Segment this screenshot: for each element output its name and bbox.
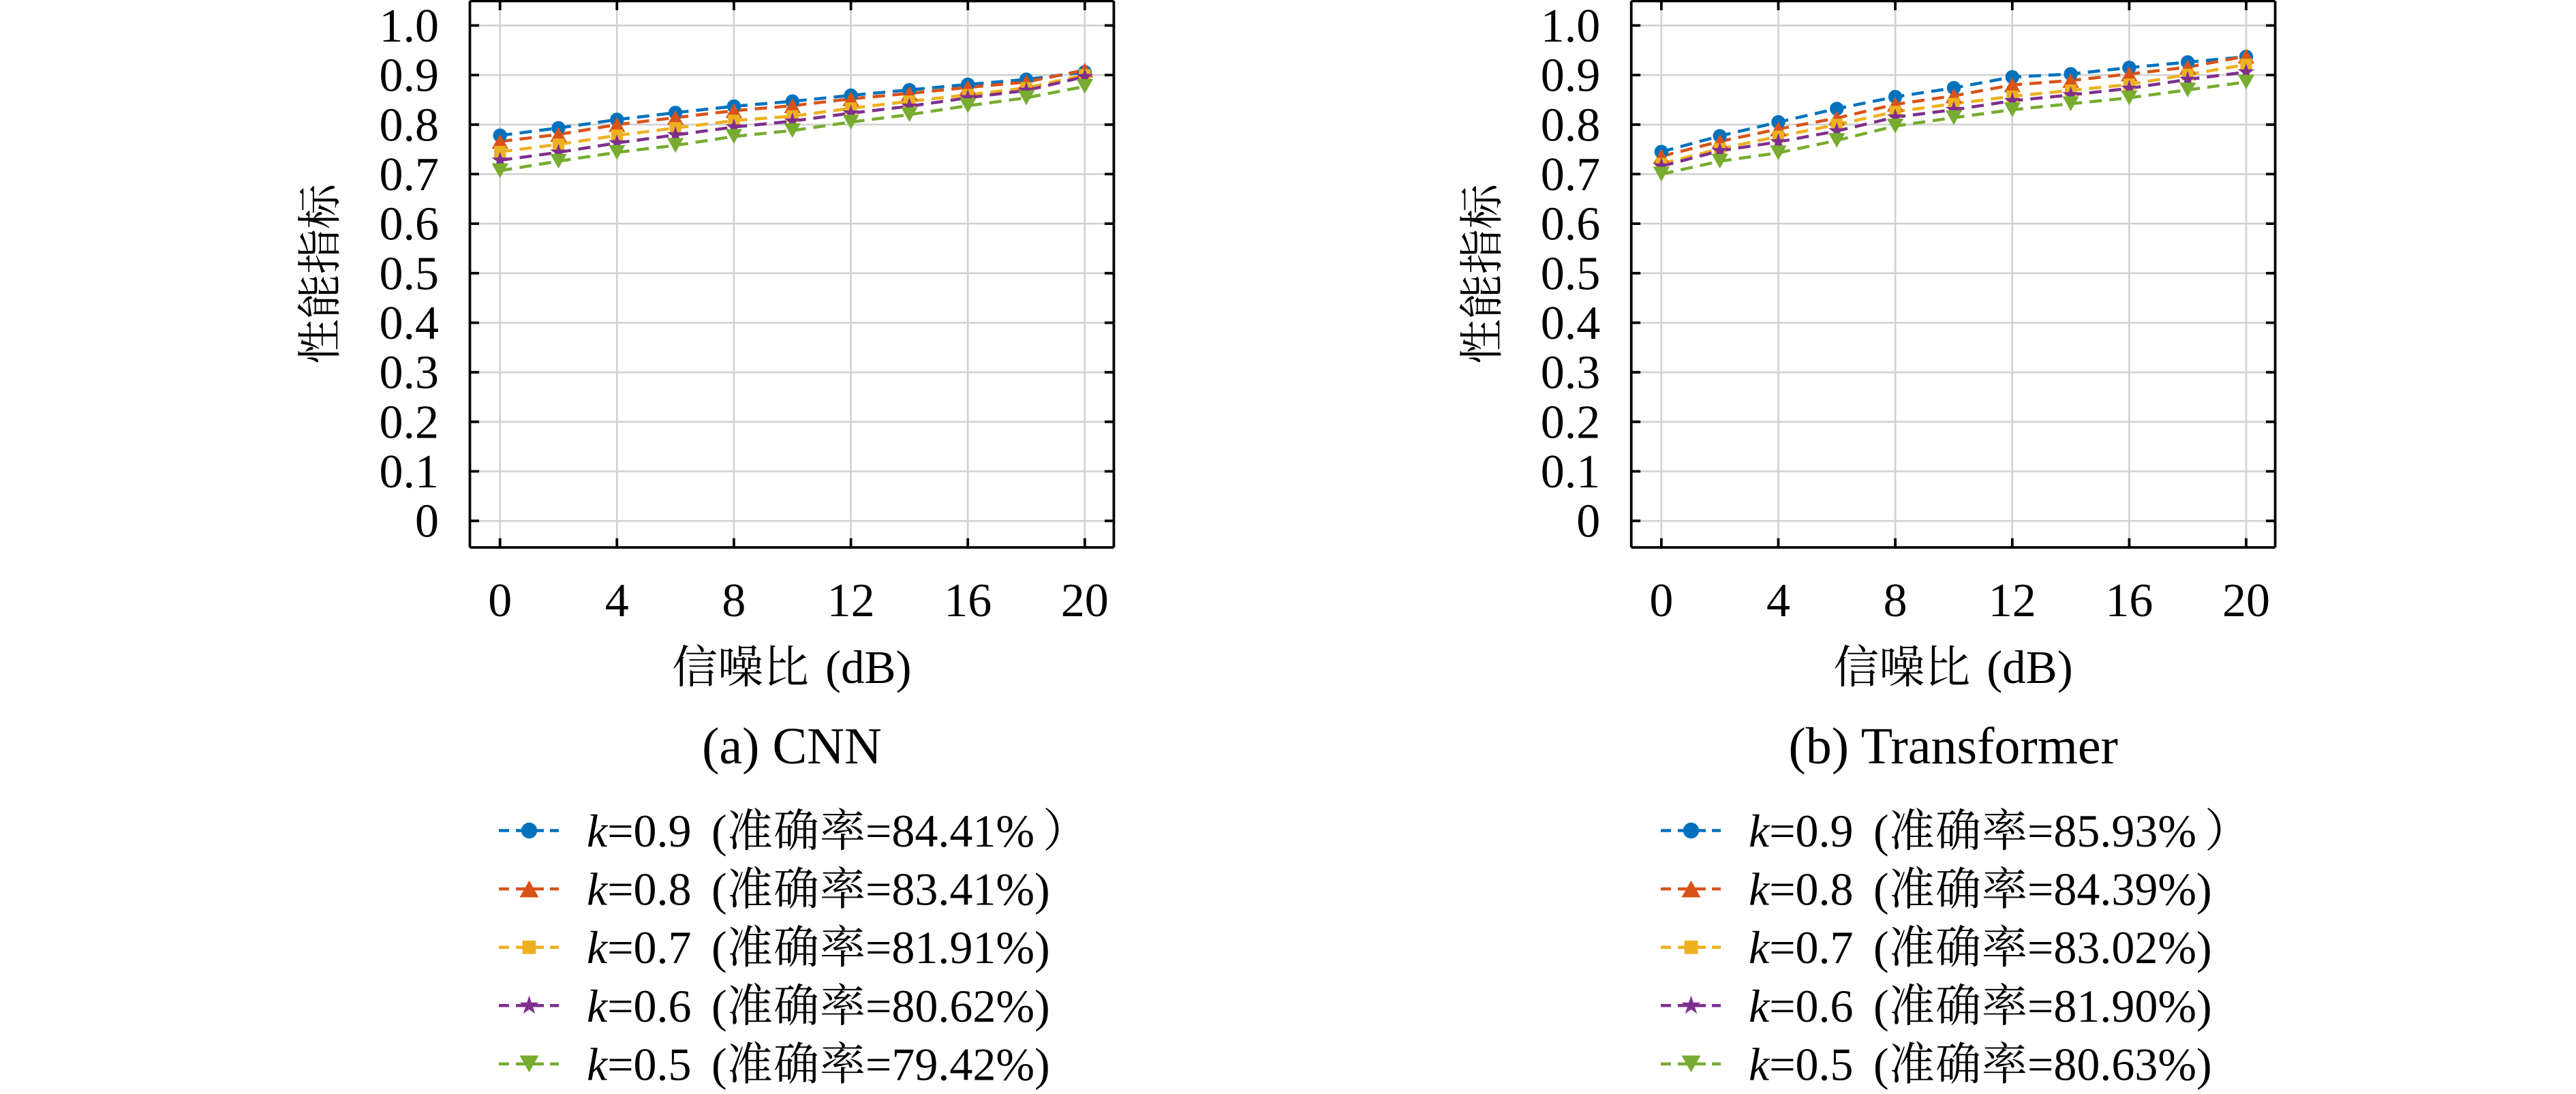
svg-text:(: ( [711,980,727,1032]
svg-text:8: 8 [1884,575,1907,627]
svg-text:0.8: 0.8 [380,99,440,151]
svg-text:0.6: 0.6 [1541,198,1601,251]
svg-text:0.1: 0.1 [1541,446,1601,498]
svg-text:k=0.7: k=0.7 [1749,922,1854,973]
svg-text:=80.63%): =80.63%) [2027,1038,2212,1090]
svg-text:(: ( [711,1038,727,1090]
svg-text:1.0: 1.0 [380,0,440,52]
svg-text:0.5: 0.5 [380,247,440,300]
svg-text:20: 20 [1061,575,1109,627]
svg-text:k=0.9: k=0.9 [1749,805,1854,857]
svg-text:0.7: 0.7 [380,149,440,201]
svg-text:0.4: 0.4 [380,297,440,350]
svg-text:16: 16 [2105,575,2153,627]
svg-text:12: 12 [827,575,875,627]
svg-text:k=0.9: k=0.9 [587,805,692,857]
svg-text:k=0.5: k=0.5 [587,1038,692,1090]
svg-text:20: 20 [2222,575,2270,627]
svg-text:16: 16 [944,575,992,627]
svg-text:0: 0 [1649,575,1673,627]
svg-text:=83.02%): =83.02%) [2027,922,2212,973]
svg-text:=83.41%): =83.41%) [865,864,1050,915]
svg-text:0.9: 0.9 [1541,50,1601,102]
svg-text:(a) CNN: (a) CNN [702,718,882,775]
svg-text:=80.62%): =80.62%) [865,980,1050,1032]
svg-text:0.3: 0.3 [1541,347,1601,399]
svg-text:k=0.7: k=0.7 [587,922,692,973]
svg-text:4: 4 [1766,575,1790,627]
svg-text:0.7: 0.7 [1541,149,1601,201]
svg-text:(: ( [1873,805,1889,857]
svg-text:=85.93%: =85.93% [2027,805,2196,857]
svg-text:0.2: 0.2 [380,396,440,449]
svg-text:(: ( [711,922,727,973]
svg-text:0: 0 [488,575,512,627]
svg-text:0.8: 0.8 [1541,99,1601,151]
svg-text:0.1: 0.1 [380,446,440,498]
svg-text:0: 0 [1576,496,1600,548]
svg-text:0.3: 0.3 [380,347,440,399]
svg-text:0.6: 0.6 [380,198,440,251]
svg-text:0: 0 [415,496,439,548]
svg-text:12: 12 [1989,575,2036,627]
svg-text:(: ( [1873,864,1889,915]
svg-text:k=0.6: k=0.6 [587,980,692,1032]
svg-text:=81.91%): =81.91%) [865,922,1050,973]
svg-text:(dB): (dB) [825,641,911,693]
svg-text:=81.90%): =81.90%) [2027,980,2212,1032]
svg-text:(: ( [1873,922,1889,973]
svg-text:k=0.8: k=0.8 [587,864,692,915]
svg-text:0.4: 0.4 [1541,297,1601,350]
svg-text:4: 4 [605,575,629,627]
svg-text:(: ( [711,805,727,857]
svg-text:(: ( [711,864,727,915]
svg-text:=84.41%: =84.41% [865,805,1034,857]
svg-text:1.0: 1.0 [1541,0,1601,52]
svg-text:=84.39%): =84.39%) [2027,864,2212,915]
svg-text:0.9: 0.9 [380,50,440,102]
svg-text:k=0.8: k=0.8 [1749,864,1854,915]
svg-text:(: ( [1873,980,1889,1032]
svg-text:8: 8 [722,575,746,627]
svg-text:0.5: 0.5 [1541,247,1601,300]
svg-text:k=0.6: k=0.6 [1749,980,1854,1032]
svg-text:(dB): (dB) [1987,641,2072,693]
svg-text:0.2: 0.2 [1541,396,1601,449]
svg-text:(: ( [1873,1038,1889,1090]
svg-text:=79.42%): =79.42%) [865,1038,1050,1090]
svg-text:k=0.5: k=0.5 [1749,1038,1854,1090]
svg-text:(b) Transformer: (b) Transformer [1789,718,2118,775]
